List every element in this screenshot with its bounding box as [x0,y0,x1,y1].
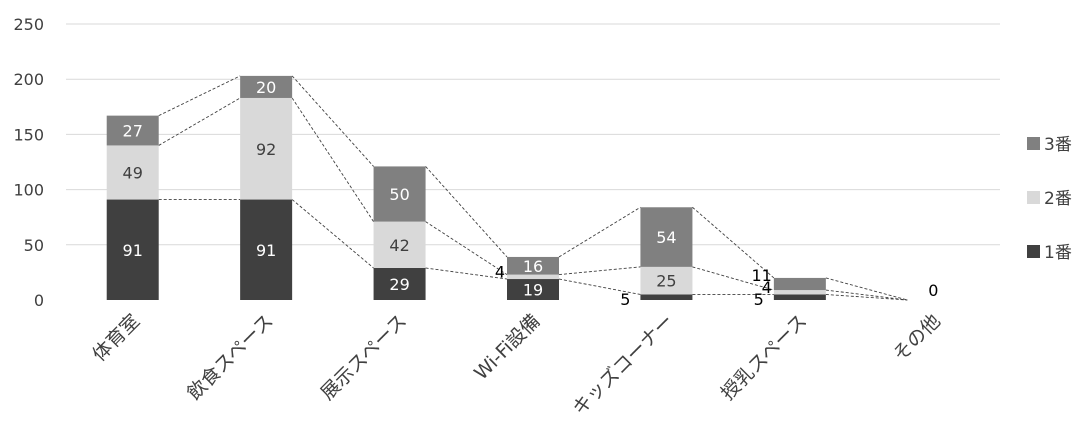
bar-segment-1番 [240,199,293,300]
bar-segment-1番 [373,267,426,300]
x-tick-label: Wi-Fi設備 [470,310,544,384]
series-line-1番 [558,278,641,295]
series-connector-lines [158,75,908,301]
y-tick-label: 100 [13,181,44,200]
legend-label: 1番 [1044,243,1072,263]
bar-segment-2番 [240,97,293,200]
series-line-2番 [425,221,508,275]
data-label: 4 [495,263,505,282]
bar-segment-3番 [507,256,559,275]
data-label: 92 [256,140,276,159]
x-tick-label: 飲食スペース [183,310,278,405]
data-label: 19 [523,281,543,300]
bar-segment-3番 [773,277,826,291]
data-label: 91 [123,241,143,260]
series-line-3番 [425,166,508,258]
gridlines [66,23,1000,246]
x-tick-label: その他 [889,310,945,366]
data-label: 4 [762,278,772,297]
series-line-1番 [425,267,508,280]
y-tick-label: 150 [13,125,44,144]
x-tick-label: 体育室 [88,310,144,366]
bar-segment-3番 [240,75,293,98]
series-line-3番 [558,206,641,258]
series-line-2番 [291,97,374,222]
bar-segment-1番 [773,294,826,300]
data-label: 50 [389,185,409,204]
bar-segment-1番 [507,279,559,300]
bar-segment-1番 [106,199,159,300]
x-tick-label: 授乳スペース [717,310,812,405]
legend-label: 3番 [1044,135,1072,155]
legend: 3番 2番 1番 [1027,135,1072,263]
data-label: 49 [123,163,143,182]
data-label: 5 [620,290,630,309]
bar-segment-2番 [773,290,826,295]
bar-segment-2番 [106,145,159,200]
series-line-3番 [158,75,241,117]
series-line-2番 [558,266,641,276]
bar-segment-2番 [640,266,693,295]
y-tick-label: 50 [24,236,44,255]
bar-segment-2番 [507,274,559,280]
data-label: 0 [928,281,938,300]
series-line-3番 [825,277,908,301]
y-tick-label: 0 [34,291,44,310]
legend-label: 2番 [1044,189,1072,209]
data-label: 20 [256,78,276,97]
series-line-1番 [291,199,374,269]
series-line-1番 [825,294,908,301]
data-label: 11 [751,266,771,285]
x-tick-label: 展示スペース [317,310,412,405]
data-label: 91 [256,241,276,260]
x-axis-tick-labels: 体育室 飲食スペース 展示スペース Wi-Fi設備 キッズコーナー 授乳スペース その他 [88,310,944,420]
y-axis-tick-labels: 0 50 100 150 200 250 [13,15,44,310]
bar-segment-3番 [373,166,426,222]
series-line-2番 [692,266,774,291]
bar-segment-1番 [640,294,693,300]
series-line-2番 [158,97,241,146]
bar-segment-3番 [640,207,693,267]
series-line-3番 [692,206,775,279]
data-label: 25 [656,272,676,291]
data-label: 16 [523,257,543,276]
data-label: 27 [123,122,143,141]
series-line-2番 [825,289,908,301]
data-label: 54 [656,228,676,247]
bars [106,75,826,300]
series-line-3番 [291,75,374,167]
legend-swatch-2番 [1027,191,1040,204]
y-tick-label: 200 [13,70,44,89]
data-label: 29 [389,275,409,294]
legend-swatch-3番 [1027,137,1040,150]
y-tick-label: 250 [13,15,44,34]
bar-segment-3番 [106,115,159,146]
x-tick-label: キッズコーナー [568,310,678,420]
data-label: 5 [754,290,764,309]
legend-swatch-1番 [1027,245,1040,258]
data-label: 42 [389,236,409,255]
bar-segment-2番 [373,221,426,268]
